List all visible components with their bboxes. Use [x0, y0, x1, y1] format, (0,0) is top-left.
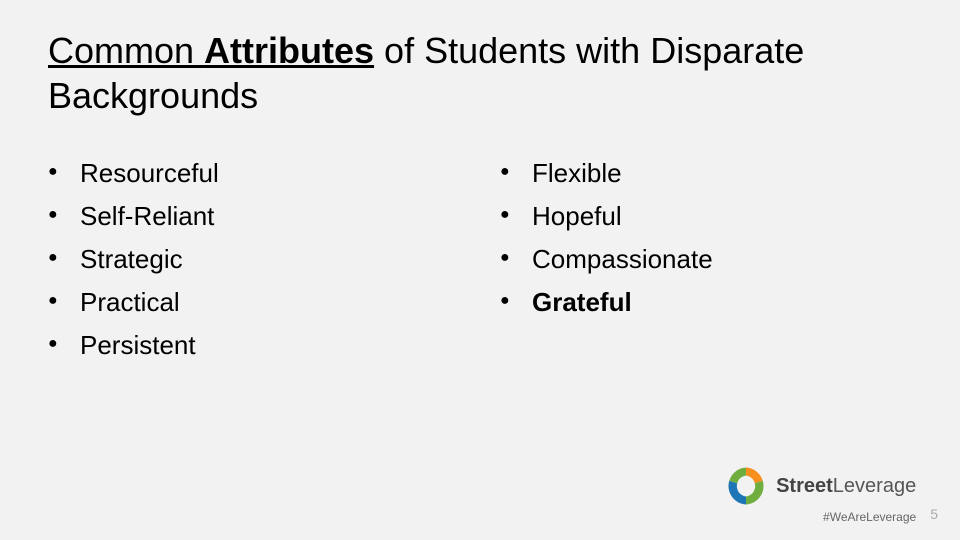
- attributes-list-left: ResourcefulSelf-ReliantStrategicPractica…: [48, 152, 460, 366]
- brand-name: StreetLeverage: [776, 475, 916, 498]
- list-item: Persistent: [48, 324, 460, 367]
- list-item: Compassionate: [500, 238, 912, 281]
- attributes-list-right: FlexibleHopefulCompassionateGrateful: [500, 152, 912, 324]
- list-item: Hopeful: [500, 195, 912, 238]
- slide: Common Attributes of Students with Dispa…: [0, 0, 960, 540]
- brand-second: Leverage: [833, 475, 916, 497]
- streetleverage-logo-icon: [724, 464, 768, 508]
- list-item: Grateful: [500, 281, 912, 324]
- title-prefix: Common: [48, 30, 204, 71]
- slide-footer: StreetLeverage #WeAreLeverage 5: [724, 464, 938, 524]
- slide-title: Common Attributes of Students with Dispa…: [48, 28, 912, 118]
- list-item: Flexible: [500, 152, 912, 195]
- list-item: Practical: [48, 281, 460, 324]
- list-item: Strategic: [48, 238, 460, 281]
- title-bold-word: Attributes: [204, 30, 374, 71]
- right-column: FlexibleHopefulCompassionateGrateful: [500, 152, 912, 366]
- hashtag-text: #WeAreLeverage: [823, 510, 916, 524]
- brand-first: Street: [776, 475, 833, 497]
- attributes-columns: ResourcefulSelf-ReliantStrategicPractica…: [48, 152, 912, 366]
- list-item: Self-Reliant: [48, 195, 460, 238]
- page-number: 5: [930, 506, 938, 524]
- left-column: ResourcefulSelf-ReliantStrategicPractica…: [48, 152, 460, 366]
- list-item: Resourceful: [48, 152, 460, 195]
